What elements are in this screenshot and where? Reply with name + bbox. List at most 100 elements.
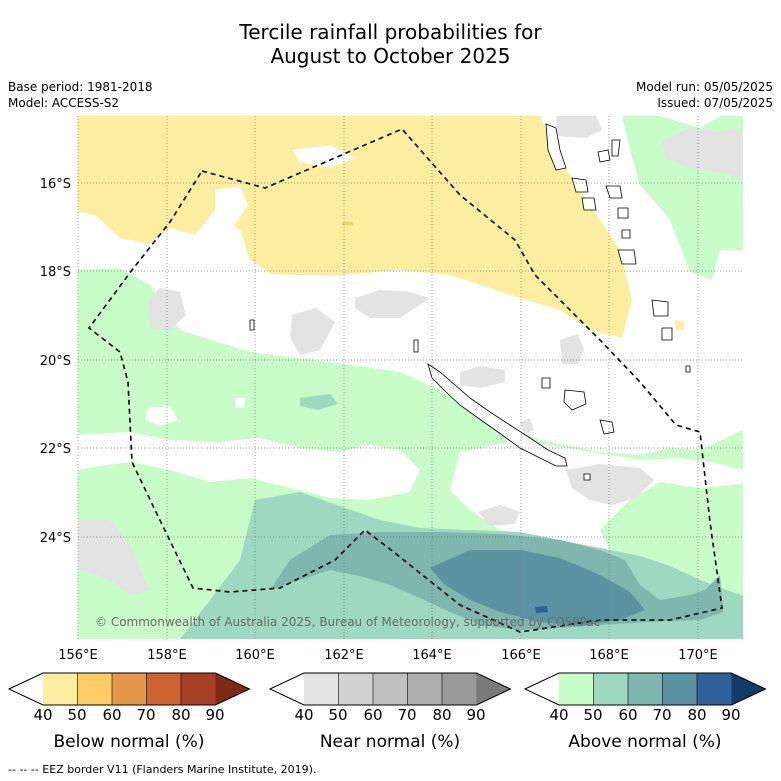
- vanuatu-island-11: [661, 327, 673, 341]
- below-normal-region-small: [676, 320, 684, 330]
- legend-above-tick-90: 90: [721, 706, 740, 724]
- legend-ticks: 40 50 60 70 80 90 40 50 60 70 80 90 40 5…: [33, 706, 740, 724]
- legend-below-tick-90: 90: [205, 706, 224, 724]
- legend-below-title: Below normal (%): [54, 732, 205, 752]
- lon-tick-170: 170°E: [678, 648, 718, 663]
- model-run-label: Model run: 05/05/2025: [635, 80, 773, 94]
- loyalty-island-2: [563, 389, 587, 411]
- lon-tick-158: 158°E: [147, 648, 187, 663]
- lat-tick-24: 24°S: [40, 531, 71, 546]
- near-normal-region-5: [560, 334, 584, 364]
- legend-above-outline: [523, 672, 767, 706]
- legend-above-tick-40: 40: [549, 706, 568, 724]
- title-line-2: August to October 2025: [270, 44, 511, 68]
- legend-above-title: Above normal (%): [568, 732, 721, 752]
- legend-above-swatch-1: [559, 673, 594, 705]
- isle-of-pines: [583, 473, 591, 481]
- vanuatu-island-8: [621, 229, 631, 239]
- base-period-label: Base period: 1981-2018: [8, 80, 153, 94]
- lon-tick-162: 162°E: [324, 648, 364, 663]
- legend-below-high-extend: [215, 673, 250, 705]
- legend-below-swatch-5: [181, 673, 216, 705]
- legend-above-tick-60: 60: [618, 706, 637, 724]
- new-caledonia-island: [427, 363, 568, 467]
- lat-tick-16: 16°S: [40, 177, 71, 192]
- meta-left: Base period: 1981-2018 Model: ACCESS-S2: [8, 79, 153, 111]
- vanuatu-island-2: [597, 149, 611, 163]
- lat-axis: 16°S 18°S 20°S 22°S 24°S: [40, 177, 71, 546]
- legend-above-low-extend: [525, 673, 559, 705]
- legend-below-swatch-2: [77, 673, 112, 705]
- legend-bars: [7, 672, 767, 706]
- small-island-a: [249, 319, 255, 331]
- vanuatu-island-3: [611, 139, 621, 157]
- legend-above-swatch-5: [697, 673, 732, 705]
- lon-tick-166: 166°E: [501, 648, 541, 663]
- lat-tick-20: 20°S: [40, 354, 71, 369]
- vanuatu-island-1: [545, 123, 567, 171]
- meta-right: Model run: 05/05/2025 Issued: 07/05/2025: [636, 79, 773, 111]
- issued-label: Issued: 07/05/2025: [657, 96, 773, 110]
- loyalty-island-3: [599, 419, 615, 435]
- legend-above-tick-80: 80: [687, 706, 706, 724]
- legend-near-title: Near normal (%): [320, 732, 460, 752]
- vanuatu-island-6: [581, 197, 597, 211]
- copyright-notice: © Commonwealth of Australia 2025, Bureau…: [95, 615, 600, 629]
- legend-near-swatch-2: [338, 673, 373, 705]
- legend-near-tick-80: 80: [432, 706, 451, 724]
- near-normal-region-4: [460, 366, 505, 388]
- below-normal-speck: [342, 222, 353, 225]
- legend-below-swatch-1: [43, 673, 78, 705]
- legend-titles: Below normal (%) Near normal (%) Above n…: [54, 732, 722, 752]
- legend-near-swatch-3: [373, 673, 408, 705]
- loyalty-island-1: [541, 377, 551, 389]
- near-normal-region-10: [78, 520, 150, 595]
- legend-near-tick-60: 60: [363, 706, 382, 724]
- above-normal-60-small: [300, 394, 338, 410]
- near-normal-region-2: [290, 308, 335, 355]
- model-label: Model: ACCESS-S2: [8, 96, 120, 110]
- legend-below-tick-60: 60: [102, 706, 121, 724]
- legend-below-low-extend: [9, 673, 43, 705]
- legend-above-swatch-2: [593, 673, 628, 705]
- eez-border: [87, 128, 723, 633]
- small-island-b: [413, 339, 419, 353]
- near-normal-region-6: [556, 116, 602, 138]
- legend-near-swatch-1: [304, 673, 339, 705]
- vanuatu-island-9: [617, 249, 637, 265]
- above-normal-80: [430, 550, 645, 626]
- legend-near-tick-50: 50: [328, 706, 347, 724]
- legend-below-outline: [7, 672, 251, 706]
- legend-near-low-extend: [270, 673, 304, 705]
- lat-tick-22: 22°S: [40, 442, 71, 457]
- vanuatu-island-4: [571, 177, 589, 193]
- near-normal-region-3: [355, 290, 430, 318]
- legend-below-swatch-4: [146, 673, 181, 705]
- legend-above-swatch-3: [628, 673, 663, 705]
- coastlines: [249, 123, 691, 481]
- vanuatu-island-10: [651, 299, 669, 317]
- lon-tick-164: 164°E: [412, 648, 452, 663]
- near-normal-region-11: [520, 418, 534, 434]
- below-normal-region: [78, 116, 632, 338]
- legend-near-swatch-5: [442, 673, 477, 705]
- lon-tick-160: 160°E: [235, 648, 275, 663]
- lon-tick-168: 168°E: [589, 648, 629, 663]
- legend-below-tick-70: 70: [136, 706, 155, 724]
- above-normal-90: [535, 606, 548, 613]
- legend-below-swatch-3: [112, 673, 147, 705]
- lat-tick-18: 18°S: [40, 265, 71, 280]
- title-line-1: Tercile rainfall probabilities for: [239, 20, 542, 44]
- near-normal-region-9: [478, 505, 520, 526]
- legend-near-tick-90: 90: [466, 706, 485, 724]
- page-title: Tercile rainfall probabilities for Augus…: [0, 20, 781, 68]
- legend-above-high-extend: [731, 673, 766, 705]
- legend-below-tick-40: 40: [33, 706, 52, 724]
- lon-axis: 156°E 158°E 160°E 162°E 164°E 166°E 168°…: [58, 648, 718, 663]
- legend-near-swatch-4: [407, 673, 442, 705]
- small-island-c: [685, 365, 691, 373]
- legend-above-tick-70: 70: [652, 706, 671, 724]
- vanuatu-island-7: [617, 207, 629, 219]
- legend-above-swatch-4: [662, 673, 697, 705]
